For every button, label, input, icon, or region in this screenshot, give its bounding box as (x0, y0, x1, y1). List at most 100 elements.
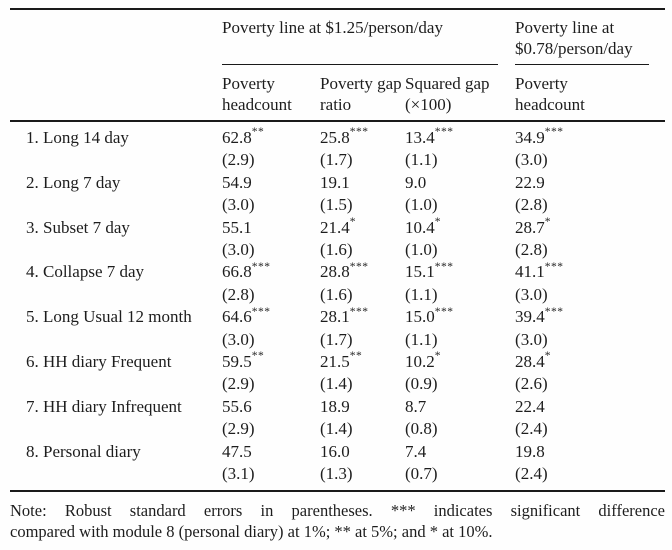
value-cell: 28.8*** (320, 260, 369, 282)
table-row: 8. Personal diary 47.5 16.0 7.4 19.8 (10, 441, 665, 463)
se-cell: (0.9) (405, 374, 438, 394)
se-cell: (2.4) (515, 464, 548, 484)
table-row-se: (2.9) (1.4) (0.9) (2.6) (10, 373, 665, 395)
corner-cell (10, 65, 222, 122)
significance-stars: *** (349, 260, 369, 273)
se-cell: (3.0) (515, 284, 548, 304)
se-cell: (1.6) (320, 240, 353, 260)
value-cell: 21.4* (320, 215, 356, 237)
significance-stars: *** (251, 305, 271, 318)
se-cell: (2.9) (222, 150, 255, 170)
se-cell: (1.7) (320, 329, 353, 349)
value-cell: 15.1*** (405, 260, 454, 282)
significance-stars: * (544, 215, 552, 228)
significance-stars: *** (544, 260, 564, 273)
table-row: 7. HH diary Infrequent 55.6 18.9 8.7 22.… (10, 396, 665, 418)
se-cell: (1.5) (320, 195, 353, 215)
paper-table-page: Poverty line at $1.25/person/day Poverty… (0, 8, 672, 550)
se-cell: (3.0) (515, 329, 548, 349)
table-row: 6. HH diary Frequent 59.5** 21.5** 10.2*… (10, 351, 665, 373)
table-row: 2. Long 7 day 54.9 19.1 9.0 22.9 (10, 172, 665, 194)
significance-stars: * (544, 350, 552, 363)
significance-stars: ** (251, 350, 265, 363)
value-cell: 22.4 (515, 396, 545, 416)
value-cell: 16.0 (320, 441, 350, 461)
significance-stars: *** (544, 305, 564, 318)
note-line-2: compared with module 8 (personal diary) … (10, 522, 493, 541)
value-cell: 59.5** (222, 350, 265, 372)
table-row-se: (2.9) (1.4) (0.8) (2.4) (10, 418, 665, 440)
row-label: 5. Long Usual 12 month (26, 307, 192, 327)
table-row-se: (2.8) (1.6) (1.1) (3.0) (10, 284, 665, 306)
se-cell: (2.4) (515, 419, 548, 439)
se-cell: (0.7) (405, 464, 438, 484)
value-cell: 10.4* (405, 215, 441, 237)
value-cell: 19.1 (320, 172, 350, 192)
value-cell: 55.6 (222, 396, 252, 416)
value-cell: 66.8*** (222, 260, 271, 282)
table-row: 4. Collapse 7 day 66.8*** 28.8*** 15.1**… (10, 261, 665, 283)
se-cell: (1.0) (405, 240, 438, 260)
se-cell: (3.0) (222, 329, 255, 349)
value-cell: 34.9*** (515, 126, 564, 147)
span-header-125-cell: Poverty line at $1.25/person/day (222, 9, 515, 65)
span-header-row: Poverty line at $1.25/person/day Poverty… (10, 9, 665, 65)
value-cell: 47.5 (222, 441, 252, 461)
span-header-125: Poverty line at $1.25/person/day (222, 17, 499, 65)
se-cell: (2.9) (222, 419, 255, 439)
value-cell: 19.8 (515, 441, 545, 461)
table-row: 1. Long 14 day 62.8** 25.8*** 13.4*** 34… (10, 121, 665, 149)
se-cell: (1.6) (320, 284, 353, 304)
se-cell: (1.1) (405, 150, 438, 170)
significance-stars: * (349, 215, 356, 228)
se-cell: (1.4) (320, 374, 353, 394)
table-row-se: (3.0) (1.6) (1.0) (2.8) (10, 239, 665, 261)
significance-stars: *** (434, 305, 454, 318)
note-line-1: Note: Robust standard errors in parenthe… (10, 500, 665, 520)
row-label: 7. HH diary Infrequent (26, 396, 182, 416)
row-label: 2. Long 7 day (26, 172, 121, 192)
value-cell: 55.1 (222, 217, 252, 237)
value-cell: 41.1*** (515, 260, 564, 282)
se-cell: (2.8) (515, 195, 548, 215)
se-cell: (3.0) (222, 195, 255, 215)
value-cell: 62.8** (222, 126, 265, 147)
se-cell: (3.1) (222, 464, 255, 484)
significance-stars: *** (349, 126, 369, 139)
se-cell: (1.0) (405, 195, 438, 215)
significance-stars: ** (251, 126, 265, 139)
value-cell: 64.6*** (222, 305, 271, 327)
table-row-se: (3.1) (1.3) (0.7) (2.4) (10, 463, 665, 490)
value-cell: 7.4 (405, 441, 427, 461)
significance-stars: *** (544, 126, 564, 139)
se-cell: (1.1) (405, 284, 438, 304)
value-cell: 28.1*** (320, 305, 369, 327)
row-label: 3. Subset 7 day (26, 217, 130, 237)
value-cell: 54.9 (222, 172, 252, 192)
table-row: 3. Subset 7 day 55.1 21.4* 10.4* 28.7* (10, 215, 665, 239)
significance-stars: * (434, 350, 441, 363)
value-cell: 25.8*** (320, 126, 369, 147)
row-label: 1. Long 14 day (26, 128, 129, 147)
se-cell: (0.8) (405, 419, 438, 439)
value-cell: 21.5** (320, 350, 363, 372)
col-header-poverty-headcount-078: Poverty headcount (515, 65, 666, 122)
row-label: 4. Collapse 7 day (26, 262, 145, 282)
value-cell: 39.4*** (515, 305, 564, 327)
significance-stars: *** (434, 126, 454, 139)
table-note: Note: Robust standard errors in parenthe… (10, 500, 665, 543)
table-row: 5. Long Usual 12 month 64.6*** 28.1*** 1… (10, 306, 665, 328)
se-cell: (1.3) (320, 464, 353, 484)
col-header-squared-gap: Squared gap (×100) (405, 65, 516, 122)
value-cell: 10.2* (405, 350, 441, 372)
value-cell: 8.7 (405, 396, 427, 416)
se-cell: (2.8) (515, 240, 548, 260)
poverty-statistics-table: Poverty line at $1.25/person/day Poverty… (10, 8, 666, 492)
value-cell: 28.7* (515, 215, 552, 237)
col-header-poverty-headcount-125: Poverty headcount (222, 65, 320, 122)
significance-stars: *** (251, 260, 271, 273)
value-cell: 15.0*** (405, 305, 454, 327)
se-cell: (3.0) (222, 240, 255, 260)
se-cell: (1.1) (405, 329, 438, 349)
col-header-poverty-gap-ratio: Poverty gap ratio (320, 65, 405, 122)
